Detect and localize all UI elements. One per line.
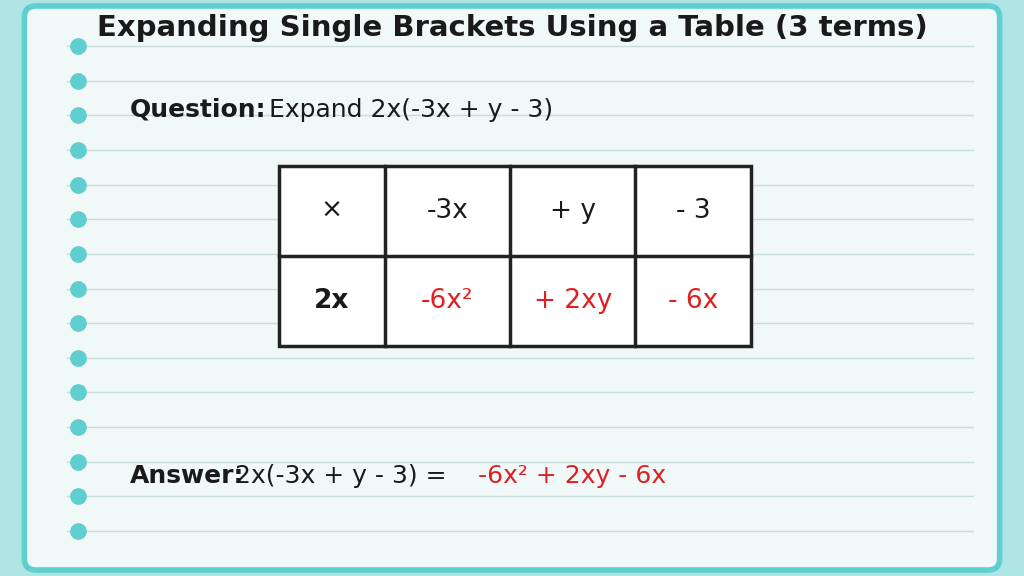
Text: Expand 2x(-3x + y - 3): Expand 2x(-3x + y - 3) <box>269 98 553 122</box>
Text: + y: + y <box>550 198 596 224</box>
Text: Answer:: Answer: <box>129 464 244 488</box>
FancyBboxPatch shape <box>25 6 999 570</box>
Text: + 2xy: + 2xy <box>534 288 612 314</box>
Text: -6x² + 2xy - 6x: -6x² + 2xy - 6x <box>478 464 667 488</box>
Text: -3x: -3x <box>426 198 468 224</box>
Text: Expanding Single Brackets Using a Table (3 terms): Expanding Single Brackets Using a Table … <box>96 14 928 42</box>
Text: Question:: Question: <box>129 98 266 122</box>
Text: ×: × <box>321 198 343 224</box>
Bar <box>279 166 751 346</box>
Text: -6x²: -6x² <box>421 288 474 314</box>
Text: 2x: 2x <box>314 288 349 314</box>
Text: - 3: - 3 <box>676 198 711 224</box>
Text: - 6x: - 6x <box>668 288 718 314</box>
Text: 2x(-3x + y - 3) =: 2x(-3x + y - 3) = <box>236 464 455 488</box>
